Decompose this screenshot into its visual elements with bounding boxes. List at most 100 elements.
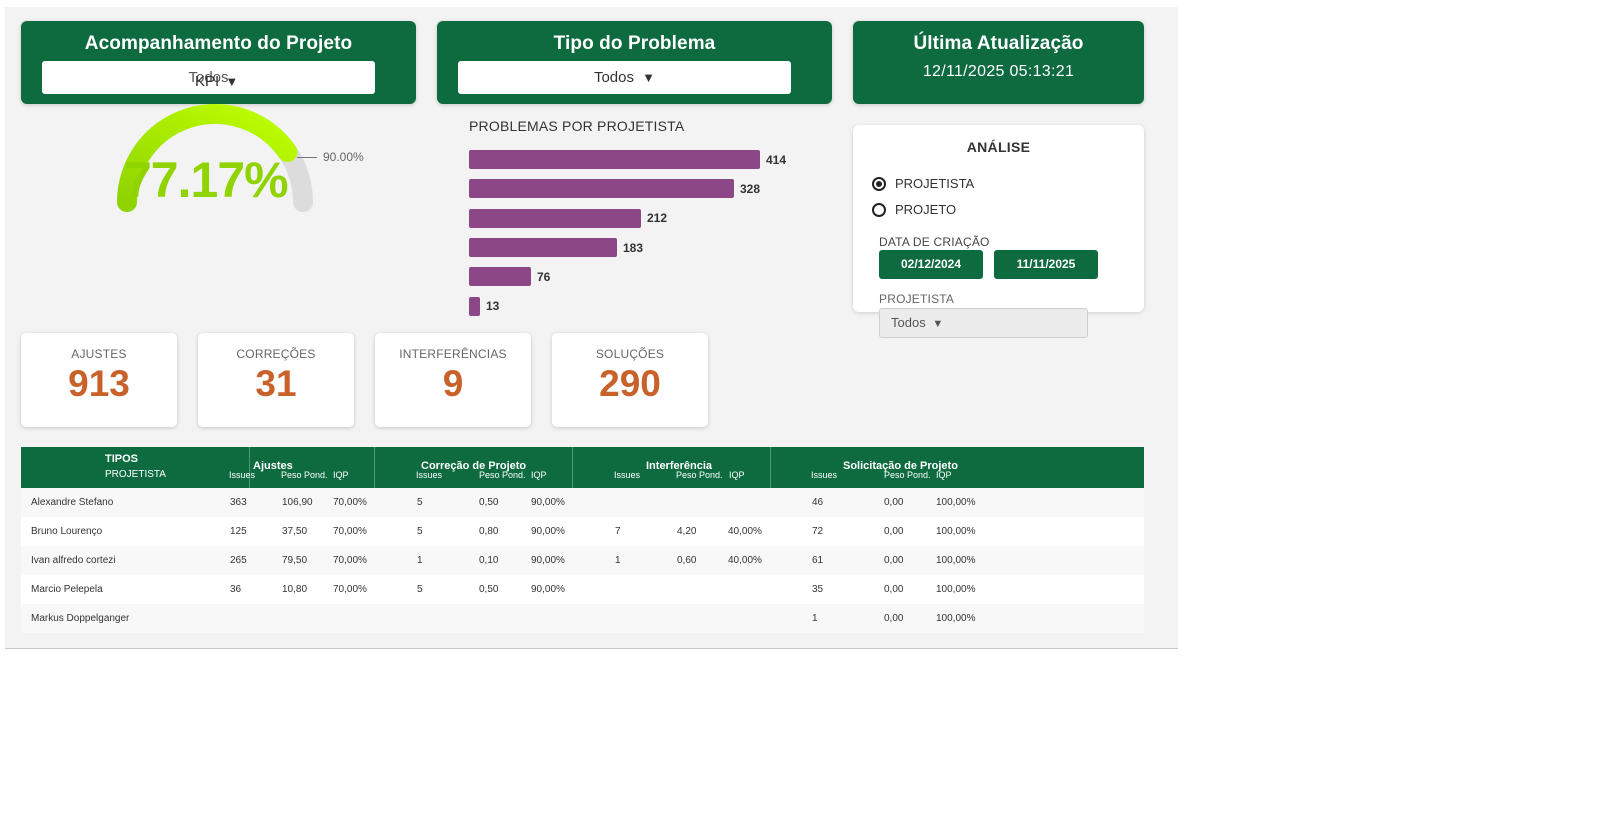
kpi-value: 913 — [68, 363, 130, 404]
projetista-select-value: Todos — [891, 315, 926, 330]
acompanhamento-card: Acompanhamento do Projeto Todos — [21, 21, 416, 104]
subheader-iqp[interactable]: IQP — [936, 470, 952, 480]
bar[interactable] — [469, 238, 617, 258]
subheader-iqp[interactable]: IQP — [729, 470, 745, 480]
cell: 4,20 — [677, 526, 697, 537]
cell: 0,80 — [479, 526, 499, 537]
group-header-correcao[interactable]: Correção de Projeto — [421, 460, 527, 472]
kpi-gauge — [117, 104, 313, 212]
cell-name: Marcio Pelepela — [31, 584, 103, 595]
subheader-iqp[interactable]: IQP — [531, 470, 547, 480]
cell: 40,00% — [728, 526, 762, 537]
radio-projeto[interactable]: PROJETO — [872, 202, 956, 217]
group-header-interferencia[interactable]: Interferência — [646, 460, 713, 472]
cell: 37,50 — [282, 526, 308, 537]
cell: 100,00% — [936, 613, 976, 624]
subheader-issues[interactable]: Issues — [811, 470, 838, 480]
kpi-label: SOLUÇÕES — [595, 347, 665, 361]
acompanhamento-title: Acompanhamento do Projeto — [84, 33, 353, 54]
cell: 90,00% — [531, 497, 565, 508]
gauge-target-label: 90.00% — [323, 150, 364, 164]
cell: 70,00% — [333, 526, 367, 537]
date-end-button[interactable]: 11/11/2025 — [994, 250, 1098, 279]
bar-row[interactable]: 328 — [469, 174, 829, 203]
cell: 40,00% — [728, 555, 762, 566]
cell: 125 — [230, 526, 247, 537]
cell: 10,80 — [282, 584, 308, 595]
analise-card: ANÁLISE PROJETISTA PROJETO DATA DE CRIAÇ… — [853, 125, 1144, 312]
header-tipos: TIPOS — [105, 453, 139, 465]
gauge-target-tick — [297, 157, 317, 159]
cell: 1 — [615, 555, 621, 566]
subheader-issues[interactable]: Issues — [229, 470, 256, 480]
table-header: TIPOS PROJETISTA Ajustes Correção de Pro… — [21, 447, 1144, 488]
table-row[interactable]: Alexandre Stefano 363 106,90 70,00% 5 0,… — [21, 488, 1144, 517]
cell: 1 — [417, 555, 423, 566]
cell-name: Markus Doppelganger — [31, 613, 130, 624]
cell: 0,00 — [884, 613, 904, 624]
bar-value: 212 — [647, 211, 668, 226]
header-projetista[interactable]: PROJETISTA — [105, 469, 166, 480]
bar-row[interactable]: 76 — [469, 262, 829, 291]
acompanhamento-slicer-value: Todos — [188, 69, 229, 86]
chevron-down-icon: ▼ — [225, 74, 239, 89]
date-start-button[interactable]: 02/12/2024 — [879, 250, 983, 279]
cell: 363 — [230, 497, 247, 508]
bar-row[interactable]: 183 — [469, 233, 829, 262]
table-row[interactable]: Bruno Lourenço 125 37,50 70,00% 5 0,80 9… — [21, 517, 1144, 546]
subheader-issues[interactable]: Issues — [416, 470, 443, 480]
radio-unchecked-icon[interactable] — [872, 202, 886, 217]
bar[interactable] — [469, 296, 480, 316]
bar[interactable] — [469, 150, 760, 170]
bar[interactable] — [469, 179, 734, 199]
gauge-target: 90.00% — [297, 150, 364, 164]
cell: 7 — [615, 526, 621, 537]
bar[interactable] — [469, 208, 641, 228]
bar-value: 414 — [766, 152, 787, 167]
matrix-table: TIPOS PROJETISTA Ajustes Correção de Pro… — [21, 447, 1144, 633]
cell: 0,00 — [884, 526, 904, 537]
table-row[interactable]: Marcio Pelepela 36 10,80 70,00% 5 0,50 9… — [21, 575, 1144, 604]
group-header-ajustes[interactable]: Ajustes — [253, 460, 293, 472]
ultima-atualizacao-title: Última Atualização — [913, 33, 1084, 54]
group-header-solicitacao[interactable]: Solicitação de Projeto — [843, 460, 958, 472]
kpi-overlay-label: KPI ▼ — [195, 73, 238, 90]
chevron-down-icon: ▼ — [932, 318, 944, 330]
subheader-peso[interactable]: Peso Pond. — [281, 470, 328, 480]
subheader-issues[interactable]: Issues — [614, 470, 641, 480]
bar[interactable] — [469, 267, 531, 287]
cell: 72 — [812, 526, 824, 537]
ultima-atualizacao-card: Última Atualização 12/11/2025 05:13:21 — [853, 21, 1144, 104]
table-row[interactable]: Markus Doppelganger 1 0,00 100,00% — [21, 604, 1144, 633]
projetista-select[interactable]: Todos ▼ — [879, 308, 1088, 338]
kpi-label: INTERFERÊNCIAS — [399, 347, 507, 361]
subheader-peso[interactable]: Peso Pond. — [884, 470, 931, 480]
kpi-value: 9 — [442, 363, 464, 404]
acompanhamento-slicer[interactable]: Todos — [42, 61, 375, 94]
subheader-iqp[interactable]: IQP — [333, 470, 349, 480]
bar-row[interactable]: 212 — [469, 204, 829, 233]
bar-value: 183 — [623, 240, 644, 255]
gauge-value: 77.17% — [124, 152, 289, 208]
cell: 0,50 — [479, 497, 499, 508]
tipo-problema-slicer[interactable]: Todos ▼ — [458, 61, 791, 94]
kpi-card-solucoes: SOLUÇÕES 290 — [552, 333, 708, 427]
table-row[interactable]: Ivan alfredo cortezi 265 79,50 70,00% 1 … — [21, 546, 1144, 575]
cell: 5 — [417, 526, 423, 537]
radio-checked-icon[interactable] — [872, 176, 886, 191]
analise-heading: ANÁLISE — [966, 139, 1031, 155]
cell: 0,60 — [677, 555, 697, 566]
radio-projetista[interactable]: PROJETISTA — [872, 176, 974, 191]
kpi-card-interferencias: INTERFERÊNCIAS 9 — [375, 333, 531, 427]
column-separator — [770, 447, 771, 488]
subheader-peso[interactable]: Peso Pond. — [676, 470, 723, 480]
bar-row[interactable]: 13 — [469, 291, 829, 320]
cell: 90,00% — [531, 584, 565, 595]
cell: 70,00% — [333, 497, 367, 508]
column-separator — [572, 447, 573, 488]
cell: 100,00% — [936, 497, 976, 508]
subheader-peso[interactable]: Peso Pond. — [479, 470, 526, 480]
kpi-label: CORREÇÕES — [236, 347, 316, 361]
ultima-atualizacao-datetime: 12/11/2025 05:13:21 — [922, 63, 1075, 80]
bar-row[interactable]: 414 — [469, 145, 829, 174]
